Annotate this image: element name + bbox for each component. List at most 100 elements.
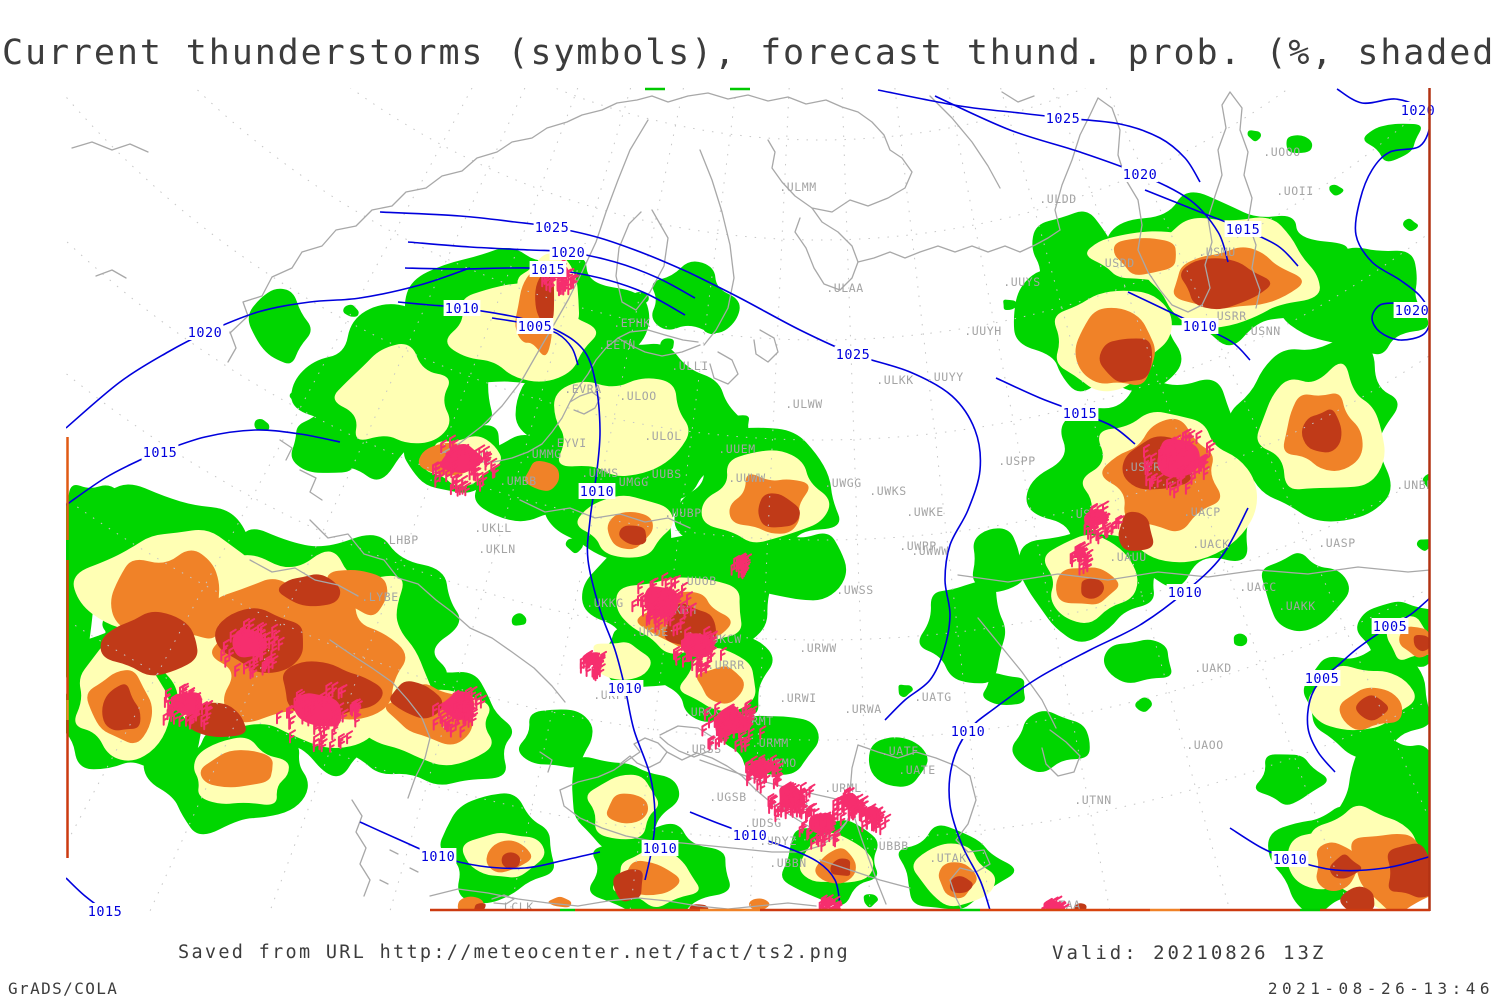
storm-cluster: [767, 781, 816, 823]
coastline-layer: [71, 91, 1430, 911]
prob-shade-region: [200, 750, 273, 788]
prob-shade-region: [1340, 886, 1375, 911]
station-label: .ULWW: [785, 397, 823, 411]
prob-shade-region: [749, 533, 847, 601]
station-label: .UUOB: [679, 574, 717, 588]
coastline: [559, 737, 668, 791]
station-label: .UWWW: [911, 544, 949, 558]
station-label: .UTNN: [1074, 793, 1112, 807]
prob-shade-region: [1364, 123, 1421, 162]
graticule-line: [389, 88, 632, 911]
coastline: [651, 92, 913, 213]
station-label: .URWI: [779, 691, 817, 705]
prob-shade-region: [343, 304, 359, 317]
station-labels-layer: .ULMM .ULDD .UOOO .UOII .ULAA .UUYS .UUYH .ULKK…: [361, 145, 1430, 911]
prob-shade-region: [100, 611, 198, 676]
isobar-label: 1025: [1046, 111, 1081, 127]
station-label: .UUWW: [728, 471, 766, 485]
prob-shade-region: [334, 344, 450, 444]
station-label: .EYVI: [549, 436, 587, 450]
isobar-label: 1005: [518, 319, 553, 335]
isobar-label-box: [949, 723, 987, 739]
station-label: .UATF: [881, 744, 919, 758]
storm-cluster: [858, 805, 892, 836]
coastline: [441, 119, 649, 454]
isobar-label-box: [578, 483, 616, 499]
prob-shade-region: [1081, 578, 1105, 599]
coastline: [451, 611, 566, 703]
station-label: .UUYS: [1003, 275, 1041, 289]
prob-shade-region: [1403, 218, 1419, 232]
storm-cluster: [701, 699, 767, 753]
coastline: [957, 566, 1430, 583]
station-label: .UMMG: [524, 447, 562, 461]
isobar-label-box: [606, 680, 644, 696]
isobar-line: [687, 271, 982, 721]
isobar-label-box: [549, 244, 587, 260]
coastline: [229, 95, 653, 334]
isobar-line: [689, 811, 841, 906]
coastline: [559, 789, 853, 853]
coastline: [569, 391, 601, 415]
coastline: [615, 209, 669, 311]
station-label: .URKK: [683, 705, 721, 719]
coastline: [249, 559, 359, 597]
station-label: .UDSG: [744, 816, 782, 830]
prob-shade-region: [748, 898, 770, 911]
graticule-layer: [66, 88, 1430, 911]
station-label: .UUYH: [964, 324, 1002, 338]
prob-shade-region: [863, 894, 878, 908]
station-label: .UACC: [1239, 580, 1277, 594]
storm-cluster: [730, 552, 753, 580]
station-label: .UUYY: [926, 370, 964, 384]
isobar-label-box: [529, 261, 567, 277]
station-label: .EVRA: [564, 382, 602, 396]
station-label: .UMBB: [499, 474, 537, 488]
station-label: .UATG: [914, 690, 952, 704]
isobar-label-box: [1121, 166, 1159, 182]
isobar-label: 1010: [733, 828, 768, 844]
station-label: .UAKD: [1194, 661, 1232, 675]
station-label: .UACP: [1183, 505, 1221, 519]
station-label: .UACK: [1192, 537, 1230, 551]
isobar-label: 1010: [608, 681, 643, 697]
station-label: .USTR: [1123, 460, 1161, 474]
storm-cluster: [818, 894, 843, 911]
isobar-label: 1010: [580, 484, 615, 500]
station-label: .UMMS: [581, 466, 619, 480]
coastline: [351, 799, 371, 897]
prob-shade-region: [606, 793, 649, 824]
isobar-labels-layer: 1020101510251020101510101005101010251025…: [86, 102, 1437, 920]
isobar-label: 1025: [535, 220, 570, 236]
graticule-line: [269, 88, 579, 911]
station-label: .LYBE: [361, 590, 399, 604]
prob-shade-region: [1416, 539, 1430, 551]
isobar-label-box: [186, 324, 224, 340]
station-label: .UTAK: [929, 851, 967, 865]
station-label: .UWSS: [836, 583, 874, 597]
prob-shade-region: [949, 876, 973, 894]
isobar-label: 1010: [421, 849, 456, 865]
prob-shade-region: [619, 525, 647, 545]
station-label: .USPP: [998, 454, 1036, 468]
graticule-line: [1053, 88, 1351, 911]
prob-shade-region: [548, 896, 572, 908]
prob-shade-region: [1099, 338, 1153, 383]
coastline: [1001, 91, 1035, 103]
isobar-label-box: [419, 848, 457, 864]
isobar-label: 1010: [1183, 319, 1218, 335]
prob-shade-region: [1329, 184, 1344, 196]
map-frame: [66, 87, 1431, 912]
isobar-label-box: [516, 318, 554, 334]
isobar-label: 1010: [951, 724, 986, 740]
isobar-line: [66, 267, 471, 429]
isobar-label-box: [731, 827, 769, 843]
station-label: .UOII: [1276, 184, 1314, 198]
prob-shade-region: [593, 642, 651, 680]
coastline: [849, 744, 887, 905]
prob-shade-region: [898, 684, 913, 698]
prob-shade-region: [972, 528, 1025, 592]
isobar-line: [1229, 827, 1430, 872]
coastline: [95, 269, 127, 279]
creation-timestamp: 2021-08-26-13:46: [1267, 979, 1494, 998]
